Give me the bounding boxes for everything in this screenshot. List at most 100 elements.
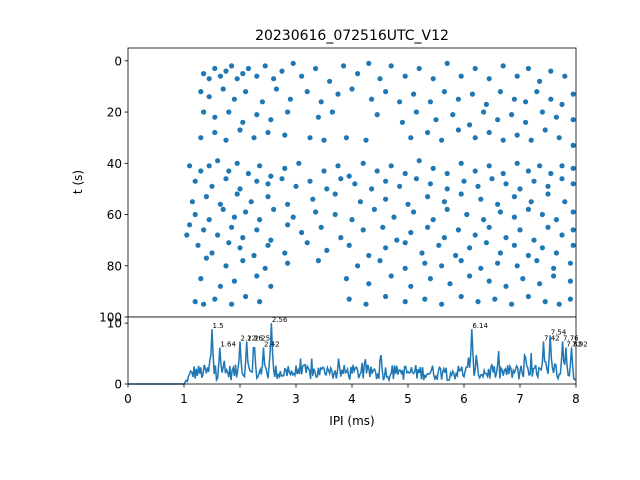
scatter-point bbox=[511, 214, 517, 220]
scatter-point bbox=[528, 137, 534, 143]
scatter-point bbox=[559, 176, 565, 182]
scatter-point bbox=[503, 181, 509, 187]
scatter-point bbox=[413, 109, 419, 115]
scatter-point bbox=[486, 224, 492, 230]
scatter-point bbox=[472, 168, 478, 174]
scatter-point bbox=[511, 96, 517, 102]
scatter-point bbox=[517, 186, 523, 192]
scatter-y-tick-label: 60 bbox=[107, 208, 122, 222]
scatter-panel: 0 20 40 60 80 100 t (s) bbox=[71, 47, 577, 325]
scatter-point bbox=[380, 224, 386, 230]
scatter-point bbox=[503, 283, 509, 289]
scatter-point bbox=[534, 258, 540, 264]
scatter-point bbox=[212, 65, 218, 72]
scatter-point bbox=[226, 240, 232, 246]
scatter-point bbox=[430, 165, 436, 171]
scatter-point bbox=[346, 296, 352, 302]
scatter-point bbox=[439, 263, 445, 269]
scatter-point bbox=[265, 181, 271, 187]
scatter-y-tick-label: 40 bbox=[107, 157, 122, 171]
scatter-point bbox=[223, 263, 229, 269]
scatter-point bbox=[220, 206, 226, 212]
scatter-point bbox=[514, 132, 520, 138]
scatter-point bbox=[402, 265, 408, 271]
scatter-point bbox=[472, 232, 478, 238]
scatter-point bbox=[514, 73, 520, 79]
scatter-point bbox=[366, 281, 372, 287]
scatter-point bbox=[212, 296, 218, 302]
scatter-point bbox=[189, 199, 195, 205]
scatter-point bbox=[237, 127, 243, 133]
scatter-point bbox=[514, 160, 520, 166]
histogram-frame bbox=[127, 316, 577, 385]
scatter-point bbox=[240, 258, 246, 264]
scatter-point bbox=[206, 76, 212, 82]
scatter-point bbox=[537, 163, 543, 169]
histogram-x-tick-label: 0 bbox=[124, 392, 132, 406]
scatter-point bbox=[192, 299, 198, 305]
scatter-point bbox=[559, 101, 565, 107]
scatter-point bbox=[455, 96, 461, 102]
scatter-point bbox=[486, 278, 492, 284]
scatter-point bbox=[282, 165, 288, 171]
scatter-point bbox=[461, 178, 467, 184]
scatter-point bbox=[525, 65, 532, 72]
scatter-point bbox=[217, 283, 223, 289]
scatter-point bbox=[472, 65, 478, 72]
scatter-point bbox=[388, 63, 394, 69]
scatter-point bbox=[497, 89, 503, 95]
scatter-point bbox=[539, 211, 546, 218]
scatter-point bbox=[237, 245, 243, 251]
scatter-point bbox=[388, 273, 394, 279]
scatter-point bbox=[257, 163, 263, 169]
scatter-point bbox=[254, 227, 260, 233]
scatter-point bbox=[553, 250, 560, 256]
scatter-point bbox=[467, 273, 473, 279]
scatter-point bbox=[447, 281, 453, 287]
scatter-point bbox=[402, 73, 408, 79]
scatter-point bbox=[355, 71, 361, 77]
scatter-point bbox=[341, 63, 347, 69]
scatter-y-tick-label: 20 bbox=[107, 106, 122, 120]
peak-label: 7.42 bbox=[544, 334, 560, 342]
histogram-y-tick-label: 0 bbox=[114, 378, 122, 392]
scatter-point bbox=[201, 109, 207, 115]
scatter-point bbox=[279, 176, 285, 182]
scatter-point bbox=[425, 194, 431, 200]
scatter-point bbox=[343, 276, 349, 282]
scatter-point bbox=[209, 250, 215, 256]
scatter-point bbox=[349, 86, 355, 92]
scatter-point bbox=[313, 65, 319, 72]
scatter-point bbox=[201, 301, 207, 307]
scatter-point bbox=[483, 240, 489, 246]
scatter-point bbox=[332, 191, 338, 197]
scatter-point bbox=[240, 71, 246, 77]
scatter-point bbox=[324, 247, 330, 253]
scatter-point bbox=[394, 237, 400, 243]
scatter-point bbox=[226, 168, 232, 174]
scatter-point bbox=[469, 91, 475, 97]
histogram-x-tick-label: 8 bbox=[572, 392, 580, 406]
peak-label: 7.92 bbox=[572, 340, 588, 348]
scatter-point bbox=[486, 163, 492, 169]
scatter-point bbox=[411, 91, 417, 97]
scatter-point bbox=[304, 89, 310, 95]
scatter-point bbox=[338, 235, 344, 241]
scatter-point bbox=[481, 109, 487, 115]
scatter-point bbox=[374, 168, 380, 174]
scatter-point bbox=[243, 209, 249, 215]
scatter-point bbox=[531, 178, 537, 184]
scatter-point bbox=[226, 109, 232, 115]
scatter-point bbox=[500, 170, 506, 177]
scatter-point bbox=[251, 252, 257, 259]
scatter-point bbox=[444, 170, 450, 177]
scatter-point bbox=[299, 229, 305, 236]
scatter-point bbox=[366, 252, 372, 259]
scatter-point bbox=[262, 265, 268, 271]
scatter-point bbox=[388, 163, 394, 169]
scatter-point bbox=[553, 217, 560, 223]
scatter-point bbox=[321, 137, 327, 143]
scatter-point bbox=[570, 242, 576, 248]
scatter-point bbox=[478, 265, 484, 271]
